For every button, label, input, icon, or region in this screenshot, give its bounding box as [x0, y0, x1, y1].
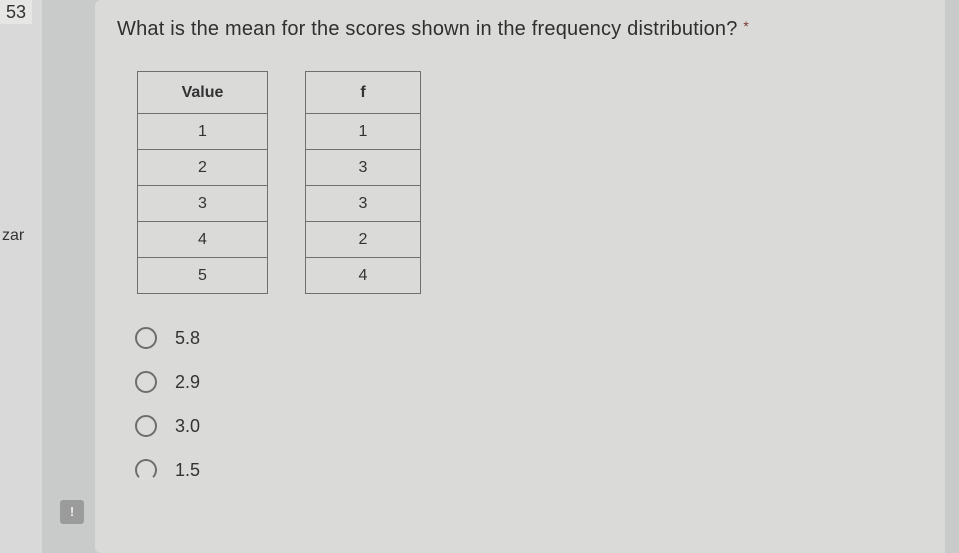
- answer-options: 5.8 2.9 3.0 1.5: [135, 316, 923, 492]
- table-gap: [268, 258, 306, 294]
- table-cell-value: 4: [138, 222, 268, 258]
- option-label: 5.8: [175, 328, 200, 349]
- table-gap: [268, 150, 306, 186]
- radio-icon: [135, 327, 157, 349]
- table-cell-value: 3: [138, 186, 268, 222]
- table-header-row: Value f: [138, 72, 421, 114]
- table-cell-f: 3: [306, 186, 421, 222]
- required-asterisk: *: [743, 18, 749, 34]
- radio-icon: [135, 371, 157, 393]
- table-row: 2 3: [138, 150, 421, 186]
- table-gap: [268, 114, 306, 150]
- option-label: 3.0: [175, 416, 200, 437]
- table-row: 3 3: [138, 186, 421, 222]
- alert-badge-icon: !: [60, 500, 84, 524]
- option-1[interactable]: 2.9: [135, 360, 923, 404]
- table-row: 1 1: [138, 114, 421, 150]
- option-label: 1.5: [175, 460, 200, 481]
- table-cell-value: 5: [138, 258, 268, 294]
- table-header-f: f: [306, 72, 421, 114]
- table-row: 5 4: [138, 258, 421, 294]
- table-cell-value: 1: [138, 114, 268, 150]
- frequency-table-container: Value f 1 1 2 3 3 3 4 2: [137, 71, 923, 294]
- table-cell-f: 1: [306, 114, 421, 150]
- table-cell-value: 2: [138, 150, 268, 186]
- option-2[interactable]: 3.0: [135, 404, 923, 448]
- option-3[interactable]: 1.5: [135, 448, 923, 492]
- table-cell-f: 4: [306, 258, 421, 294]
- option-label: 2.9: [175, 372, 200, 393]
- table-gap: [268, 72, 306, 114]
- table-gap: [268, 222, 306, 258]
- question-body: What is the mean for the scores shown in…: [117, 18, 738, 40]
- side-label: zar: [0, 225, 42, 247]
- left-sidebar-strip: 53 zar: [0, 0, 42, 553]
- table-header-value: Value: [138, 72, 268, 114]
- question-text: What is the mean for the scores shown in…: [117, 18, 923, 41]
- option-0[interactable]: 5.8: [135, 316, 923, 360]
- radio-icon: [135, 415, 157, 437]
- table-row: 4 2: [138, 222, 421, 258]
- table-cell-f: 3: [306, 150, 421, 186]
- table-gap: [268, 186, 306, 222]
- frequency-table: Value f 1 1 2 3 3 3 4 2: [137, 71, 421, 294]
- question-card: What is the mean for the scores shown in…: [95, 0, 945, 553]
- page-number-tab: 53: [0, 0, 32, 24]
- radio-icon: [135, 459, 157, 481]
- table-cell-f: 2: [306, 222, 421, 258]
